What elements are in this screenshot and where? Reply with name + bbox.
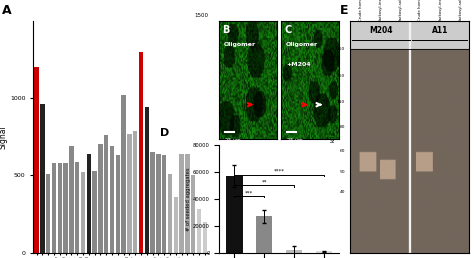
Bar (191, 175, 195, 253)
Text: E: E (340, 4, 349, 17)
Bar (110, 146, 114, 253)
Text: 40: 40 (339, 190, 345, 195)
Bar (87, 154, 91, 253)
Text: 260: 260 (337, 46, 345, 51)
Text: ****: **** (273, 169, 284, 174)
Bar (58, 163, 62, 253)
Bar (64, 163, 68, 253)
Bar (256, 216, 273, 253)
Bar (133, 131, 137, 253)
Bar (92, 171, 97, 253)
Bar (185, 154, 190, 253)
Y-axis label: # of seeded aggregates: # of seeded aggregates (186, 167, 191, 231)
Y-axis label: Signal: Signal (0, 125, 7, 149)
Text: 1500: 1500 (194, 13, 209, 18)
Text: **: ** (261, 180, 267, 185)
Bar (35, 67, 39, 253)
Text: ***: *** (245, 190, 254, 196)
Bar (40, 104, 45, 253)
Bar (145, 107, 149, 253)
Text: Sarkosyl-soluble: Sarkosyl-soluble (459, 0, 463, 21)
Text: Oligomer: Oligomer (224, 42, 256, 47)
Text: D: D (160, 128, 169, 138)
Bar (162, 155, 166, 253)
Text: 60: 60 (339, 149, 345, 153)
Text: 80: 80 (339, 125, 345, 130)
Text: A11: A11 (432, 26, 449, 35)
Text: B: B (222, 25, 229, 35)
Bar (98, 144, 103, 253)
Text: Crude homogenate: Crude homogenate (359, 0, 363, 21)
Text: 160: 160 (337, 74, 345, 78)
Bar (121, 95, 126, 253)
Bar (156, 154, 161, 253)
Text: 50: 50 (339, 170, 345, 174)
Bar (316, 252, 332, 253)
Bar (173, 197, 178, 253)
Bar (128, 134, 132, 253)
Bar (81, 172, 85, 253)
Bar (286, 250, 302, 253)
Bar (75, 162, 80, 253)
Text: +M204: +M204 (286, 62, 310, 67)
Bar (168, 174, 172, 253)
Text: Sarkosyl-soluble: Sarkosyl-soluble (399, 0, 403, 21)
Bar (116, 155, 120, 253)
Text: C: C (284, 25, 292, 35)
Text: kDa: kDa (331, 131, 336, 142)
Text: A: A (1, 4, 11, 17)
Bar (180, 154, 184, 253)
Text: 110: 110 (337, 100, 345, 104)
Text: 25 μm: 25 μm (225, 138, 240, 143)
Bar (139, 52, 143, 253)
Bar (69, 146, 73, 253)
Text: Sarkosyl-insoluble: Sarkosyl-insoluble (438, 0, 443, 21)
Bar (46, 174, 50, 253)
Bar (203, 222, 207, 253)
Text: M204: M204 (369, 26, 392, 35)
Text: Sarkosyl-insoluble: Sarkosyl-insoluble (379, 0, 383, 21)
Bar (104, 135, 109, 253)
Text: 25 μm: 25 μm (287, 138, 302, 143)
Text: Crude homogenate: Crude homogenate (418, 0, 422, 21)
Bar (197, 209, 201, 253)
Bar (150, 152, 155, 253)
Bar (226, 176, 243, 253)
Text: Oligomer: Oligomer (286, 42, 318, 47)
Bar (52, 163, 56, 253)
